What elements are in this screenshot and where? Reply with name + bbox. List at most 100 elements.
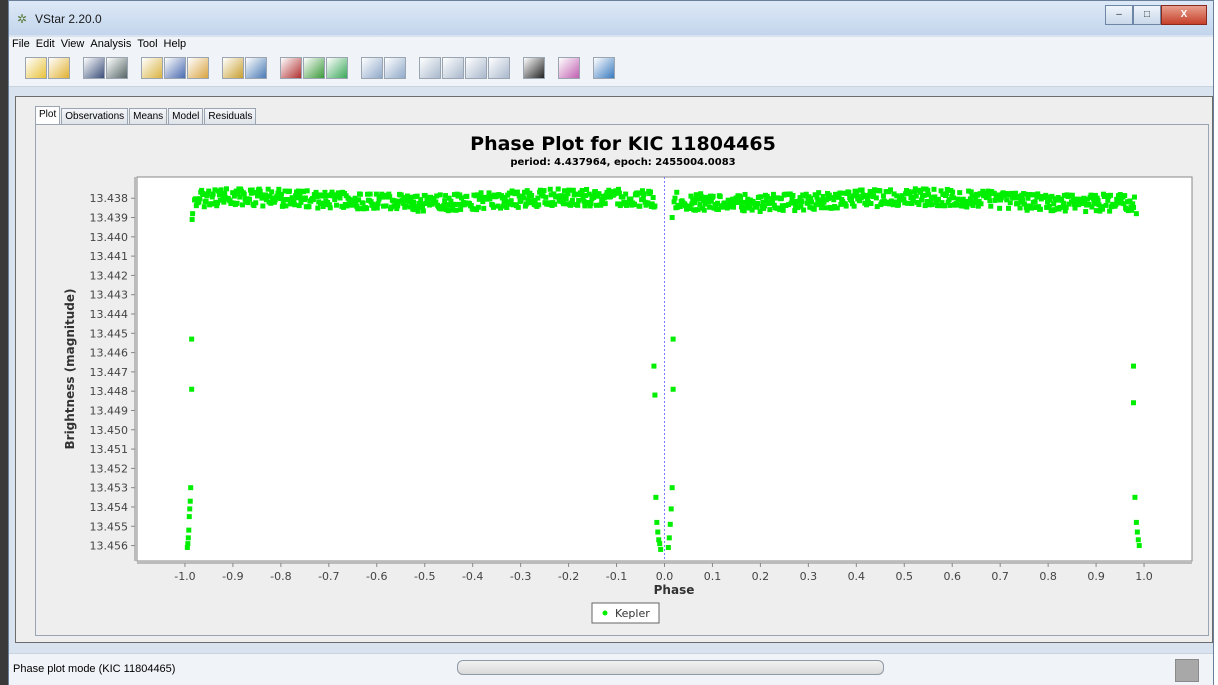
help-book-icon[interactable] xyxy=(593,57,615,79)
plugin-icon[interactable] xyxy=(558,57,580,79)
data-point xyxy=(413,204,419,210)
tab-observations[interactable]: Observations xyxy=(61,108,129,124)
phase-plot-chart[interactable]: Phase Plot for KIC 11804465 period: 4.43… xyxy=(43,129,1207,629)
y-tick-label: 13.455 xyxy=(90,520,129,533)
y-tick-label: 13.441 xyxy=(90,250,129,263)
data-point xyxy=(295,188,301,194)
x-tick-label: 0.6 xyxy=(943,570,961,583)
star-select-icon[interactable] xyxy=(187,57,209,79)
data-point xyxy=(907,190,913,196)
star-group-icon[interactable] xyxy=(164,57,186,79)
data-point xyxy=(825,195,831,201)
zoom-out-icon[interactable] xyxy=(384,57,406,79)
data-point xyxy=(400,200,406,206)
data-point xyxy=(420,204,426,210)
data-point xyxy=(988,203,994,209)
period-search-icon[interactable] xyxy=(222,57,244,79)
data-point xyxy=(586,191,592,197)
pan-down-icon[interactable] xyxy=(488,57,510,79)
data-point xyxy=(332,197,338,203)
data-point xyxy=(856,194,862,200)
data-point xyxy=(946,197,952,203)
zoom-in-icon[interactable] xyxy=(361,57,383,79)
data-point xyxy=(475,204,481,210)
filter-icon[interactable] xyxy=(523,57,545,79)
data-point xyxy=(462,200,468,206)
print-icon[interactable] xyxy=(106,57,128,79)
tab-model[interactable]: Model xyxy=(168,108,204,124)
data-point xyxy=(863,193,869,199)
data-point xyxy=(245,200,251,206)
minimize-button[interactable]: – xyxy=(1105,5,1133,25)
pan-left-icon[interactable] xyxy=(419,57,441,79)
data-point xyxy=(579,187,585,193)
data-point xyxy=(212,187,218,193)
data-point xyxy=(260,203,266,209)
y-tick-label: 13.442 xyxy=(90,269,129,282)
data-point xyxy=(1007,200,1013,206)
data-point xyxy=(437,192,443,198)
data-point xyxy=(548,192,554,198)
tab-plot[interactable]: Plot xyxy=(35,106,61,124)
data-point xyxy=(606,187,612,193)
tab-means[interactable]: Means xyxy=(129,108,168,124)
phase-plot-icon[interactable] xyxy=(303,57,325,79)
data-point xyxy=(804,200,810,206)
menu-analysis[interactable]: Analysis xyxy=(90,38,132,50)
status-text: Phase plot mode (KIC 11804465) xyxy=(13,663,176,675)
data-point xyxy=(302,195,308,201)
menu-edit[interactable]: Edit xyxy=(35,38,55,50)
data-point xyxy=(710,193,716,199)
stop-button[interactable] xyxy=(1175,659,1199,682)
data-point xyxy=(598,202,604,208)
polynomial-fit-icon[interactable] xyxy=(326,57,348,79)
data-point xyxy=(909,201,915,207)
data-point xyxy=(350,201,356,207)
data-point xyxy=(267,193,273,199)
y-tick-label: 13.447 xyxy=(90,366,129,379)
data-point xyxy=(199,187,205,193)
data-point xyxy=(490,204,496,210)
data-point xyxy=(932,194,938,200)
data-point xyxy=(632,201,638,207)
data-point xyxy=(237,194,243,200)
menu-help[interactable]: Help xyxy=(163,38,187,50)
data-point xyxy=(215,188,221,194)
menu-tool[interactable]: Tool xyxy=(137,38,158,50)
data-point xyxy=(478,190,484,196)
data-point xyxy=(239,202,245,208)
data-point xyxy=(541,188,547,194)
wavelet-icon[interactable] xyxy=(245,57,267,79)
data-point xyxy=(851,203,857,209)
pan-right-icon[interactable] xyxy=(442,57,464,79)
data-point xyxy=(399,197,405,203)
data-point xyxy=(310,197,316,203)
data-point xyxy=(760,199,766,205)
star-info-icon[interactable] xyxy=(141,57,163,79)
legend[interactable]: Kepler xyxy=(591,602,660,624)
menu-view[interactable]: View xyxy=(60,38,85,50)
close-button[interactable]: X xyxy=(1161,5,1207,25)
open-file-icon[interactable] xyxy=(48,57,70,79)
data-point xyxy=(313,189,319,195)
data-point xyxy=(552,201,558,207)
data-point xyxy=(1133,211,1139,217)
maximize-button[interactable]: □ xyxy=(1133,5,1161,25)
tab-residuals[interactable]: Residuals xyxy=(204,108,257,124)
pan-up-icon[interactable] xyxy=(465,57,487,79)
data-point xyxy=(669,215,675,221)
menu-file[interactable]: File xyxy=(12,38,30,50)
new-star-icon[interactable] xyxy=(25,57,47,79)
data-point xyxy=(650,195,656,201)
raw-plot-icon[interactable] xyxy=(280,57,302,79)
data-point xyxy=(1055,195,1061,201)
data-point xyxy=(1081,195,1087,201)
chart-canvas[interactable]: Phase Plot for KIC 11804465 period: 4.43… xyxy=(43,129,1207,629)
chart-subtitle: period: 4.437964, epoch: 2455004.0083 xyxy=(510,157,735,168)
title-bar[interactable]: ✲ VStar 2.20.0 – □ X xyxy=(9,1,1213,35)
data-point xyxy=(1122,193,1128,199)
data-point xyxy=(903,187,909,193)
save-icon[interactable] xyxy=(83,57,105,79)
data-point xyxy=(920,186,926,192)
data-points xyxy=(184,186,1142,552)
